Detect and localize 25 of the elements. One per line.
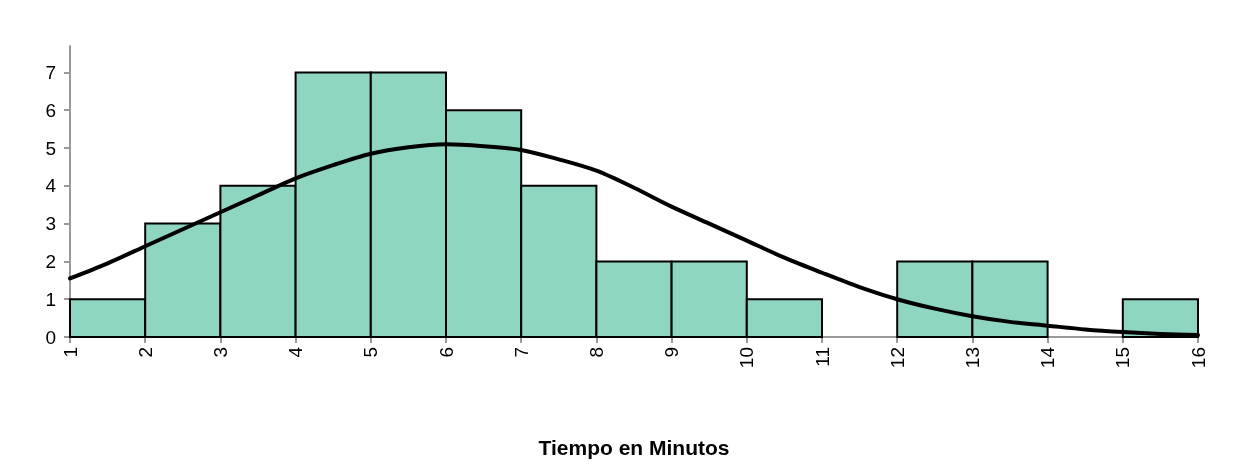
x-tick-label: 3 xyxy=(209,347,231,358)
x-tick-label: 16 xyxy=(1187,347,1209,369)
x-tick-label: 13 xyxy=(961,347,983,369)
x-tick-label: 8 xyxy=(585,347,607,358)
y-tick-label: 6 xyxy=(45,99,56,121)
y-tick-label: 4 xyxy=(45,175,57,197)
x-tick-label: 14 xyxy=(1037,346,1059,369)
x-tick-label: 1 xyxy=(59,347,81,358)
x-tick-label: 12 xyxy=(886,347,908,369)
y-tick-label: 1 xyxy=(45,288,56,310)
x-tick-label: 7 xyxy=(510,347,532,358)
y-tick-label: 3 xyxy=(45,213,56,235)
x-tick-label: 10 xyxy=(736,347,758,369)
x-axis-title: Tiempo en Minutos xyxy=(538,436,730,459)
x-tick-label: 11 xyxy=(811,347,833,367)
x-tick-label: 2 xyxy=(134,347,156,358)
x-tick-label: 6 xyxy=(435,347,457,358)
y-tick-label: 5 xyxy=(45,137,56,159)
y-tick-label: 0 xyxy=(45,326,56,348)
x-tick-label: 15 xyxy=(1112,347,1134,369)
y-tick-label: 7 xyxy=(45,61,56,83)
y-tick-label: 2 xyxy=(45,250,56,272)
x-tick-label: 9 xyxy=(661,347,683,358)
x-tick-label: 4 xyxy=(285,346,307,358)
x-tick-label: 5 xyxy=(360,347,382,358)
